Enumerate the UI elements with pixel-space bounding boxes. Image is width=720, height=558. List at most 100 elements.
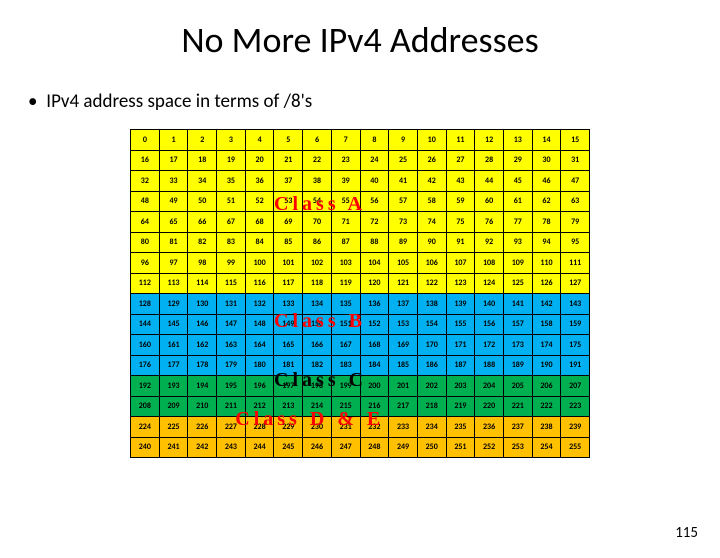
grid-cell: 223 — [561, 396, 590, 417]
grid-cell: 68 — [245, 212, 274, 233]
grid-cell: 155 — [446, 314, 475, 335]
grid-cell: 170 — [417, 335, 446, 356]
grid-cell: 54 — [303, 191, 332, 212]
grid-cell: 95 — [561, 232, 590, 253]
grid-cell: 234 — [417, 417, 446, 438]
grid-cell: 190 — [532, 355, 561, 376]
grid-cell: 19 — [217, 150, 246, 171]
grid-cell: 94 — [532, 232, 561, 253]
grid-cell: 214 — [303, 396, 332, 417]
grid-cell: 177 — [159, 355, 188, 376]
grid-cell: 240 — [131, 437, 160, 458]
grid-cell: 138 — [417, 294, 446, 315]
grid-cell: 65 — [159, 212, 188, 233]
grid-cell: 198 — [303, 376, 332, 397]
grid-cell: 49 — [159, 191, 188, 212]
grid-cell: 21 — [274, 150, 303, 171]
grid-cell: 39 — [331, 171, 360, 192]
grid-cell: 58 — [417, 191, 446, 212]
grid-cell: 115 — [217, 273, 246, 294]
grid-cell: 236 — [475, 417, 504, 438]
grid-cell: 161 — [159, 335, 188, 356]
grid-cell: 80 — [131, 232, 160, 253]
grid-cell: 1 — [159, 130, 188, 151]
grid-cell: 97 — [159, 253, 188, 274]
grid-cell: 212 — [245, 396, 274, 417]
grid-cell: 25 — [389, 150, 418, 171]
grid-cell: 145 — [159, 314, 188, 335]
grid-cell: 231 — [331, 417, 360, 438]
grid-cell: 50 — [188, 191, 217, 212]
grid-cell: 182 — [303, 355, 332, 376]
grid-cell: 221 — [503, 396, 532, 417]
grid-cell: 23 — [331, 150, 360, 171]
grid-cell: 217 — [389, 396, 418, 417]
grid-cell: 253 — [503, 437, 532, 458]
grid-cell: 239 — [561, 417, 590, 438]
grid-cell: 26 — [417, 150, 446, 171]
grid-cell: 105 — [389, 253, 418, 274]
grid-cell: 199 — [331, 376, 360, 397]
grid-cell: 121 — [389, 273, 418, 294]
grid-cell: 188 — [475, 355, 504, 376]
grid-cell: 133 — [274, 294, 303, 315]
grid-cell: 92 — [475, 232, 504, 253]
grid-cell: 141 — [503, 294, 532, 315]
grid-cell: 69 — [274, 212, 303, 233]
grid-cell: 251 — [446, 437, 475, 458]
grid-cell: 45 — [503, 171, 532, 192]
grid-cell: 176 — [131, 355, 160, 376]
grid-cell: 41 — [389, 171, 418, 192]
grid-cell: 104 — [360, 253, 389, 274]
grid-cell: 47 — [561, 171, 590, 192]
grid-cell: 55 — [331, 191, 360, 212]
grid-cell: 191 — [561, 355, 590, 376]
grid-cell: 77 — [503, 212, 532, 233]
grid-cell: 102 — [303, 253, 332, 274]
grid-cell: 246 — [303, 437, 332, 458]
grid-cell: 101 — [274, 253, 303, 274]
grid-cell: 12 — [475, 130, 504, 151]
grid-cell: 113 — [159, 273, 188, 294]
grid-cell: 207 — [561, 376, 590, 397]
grid-cell: 219 — [446, 396, 475, 417]
grid-cell: 6 — [303, 130, 332, 151]
grid-cell: 40 — [360, 171, 389, 192]
grid-cell: 106 — [417, 253, 446, 274]
grid-cell: 79 — [561, 212, 590, 233]
grid-cell: 149 — [274, 314, 303, 335]
grid-cell: 18 — [188, 150, 217, 171]
grid-cell: 34 — [188, 171, 217, 192]
grid-cell: 48 — [131, 191, 160, 212]
grid-cell: 150 — [303, 314, 332, 335]
grid-cell: 114 — [188, 273, 217, 294]
grid-cell: 87 — [331, 232, 360, 253]
grid-cell: 36 — [245, 171, 274, 192]
grid-cell: 103 — [331, 253, 360, 274]
grid-cell: 60 — [475, 191, 504, 212]
grid-cell: 111 — [561, 253, 590, 274]
grid-cell: 27 — [446, 150, 475, 171]
grid-cell: 245 — [274, 437, 303, 458]
grid-cell: 173 — [503, 335, 532, 356]
grid-cell: 205 — [503, 376, 532, 397]
grid-cell: 17 — [159, 150, 188, 171]
grid-cell: 93 — [503, 232, 532, 253]
grid-cell: 224 — [131, 417, 160, 438]
grid-cell: 139 — [446, 294, 475, 315]
grid-cell: 250 — [417, 437, 446, 458]
bullet-dot: • — [28, 90, 42, 113]
grid-cell: 99 — [217, 253, 246, 274]
grid-cell: 98 — [188, 253, 217, 274]
grid-cell: 165 — [274, 335, 303, 356]
grid-cell: 151 — [331, 314, 360, 335]
grid-cell: 30 — [532, 150, 561, 171]
grid-cell: 137 — [389, 294, 418, 315]
grid-cell: 230 — [303, 417, 332, 438]
grid-cell: 147 — [217, 314, 246, 335]
grid-cell: 88 — [360, 232, 389, 253]
grid-cell: 241 — [159, 437, 188, 458]
grid-cell: 116 — [245, 273, 274, 294]
grid-cell: 220 — [475, 396, 504, 417]
grid-cell: 140 — [475, 294, 504, 315]
